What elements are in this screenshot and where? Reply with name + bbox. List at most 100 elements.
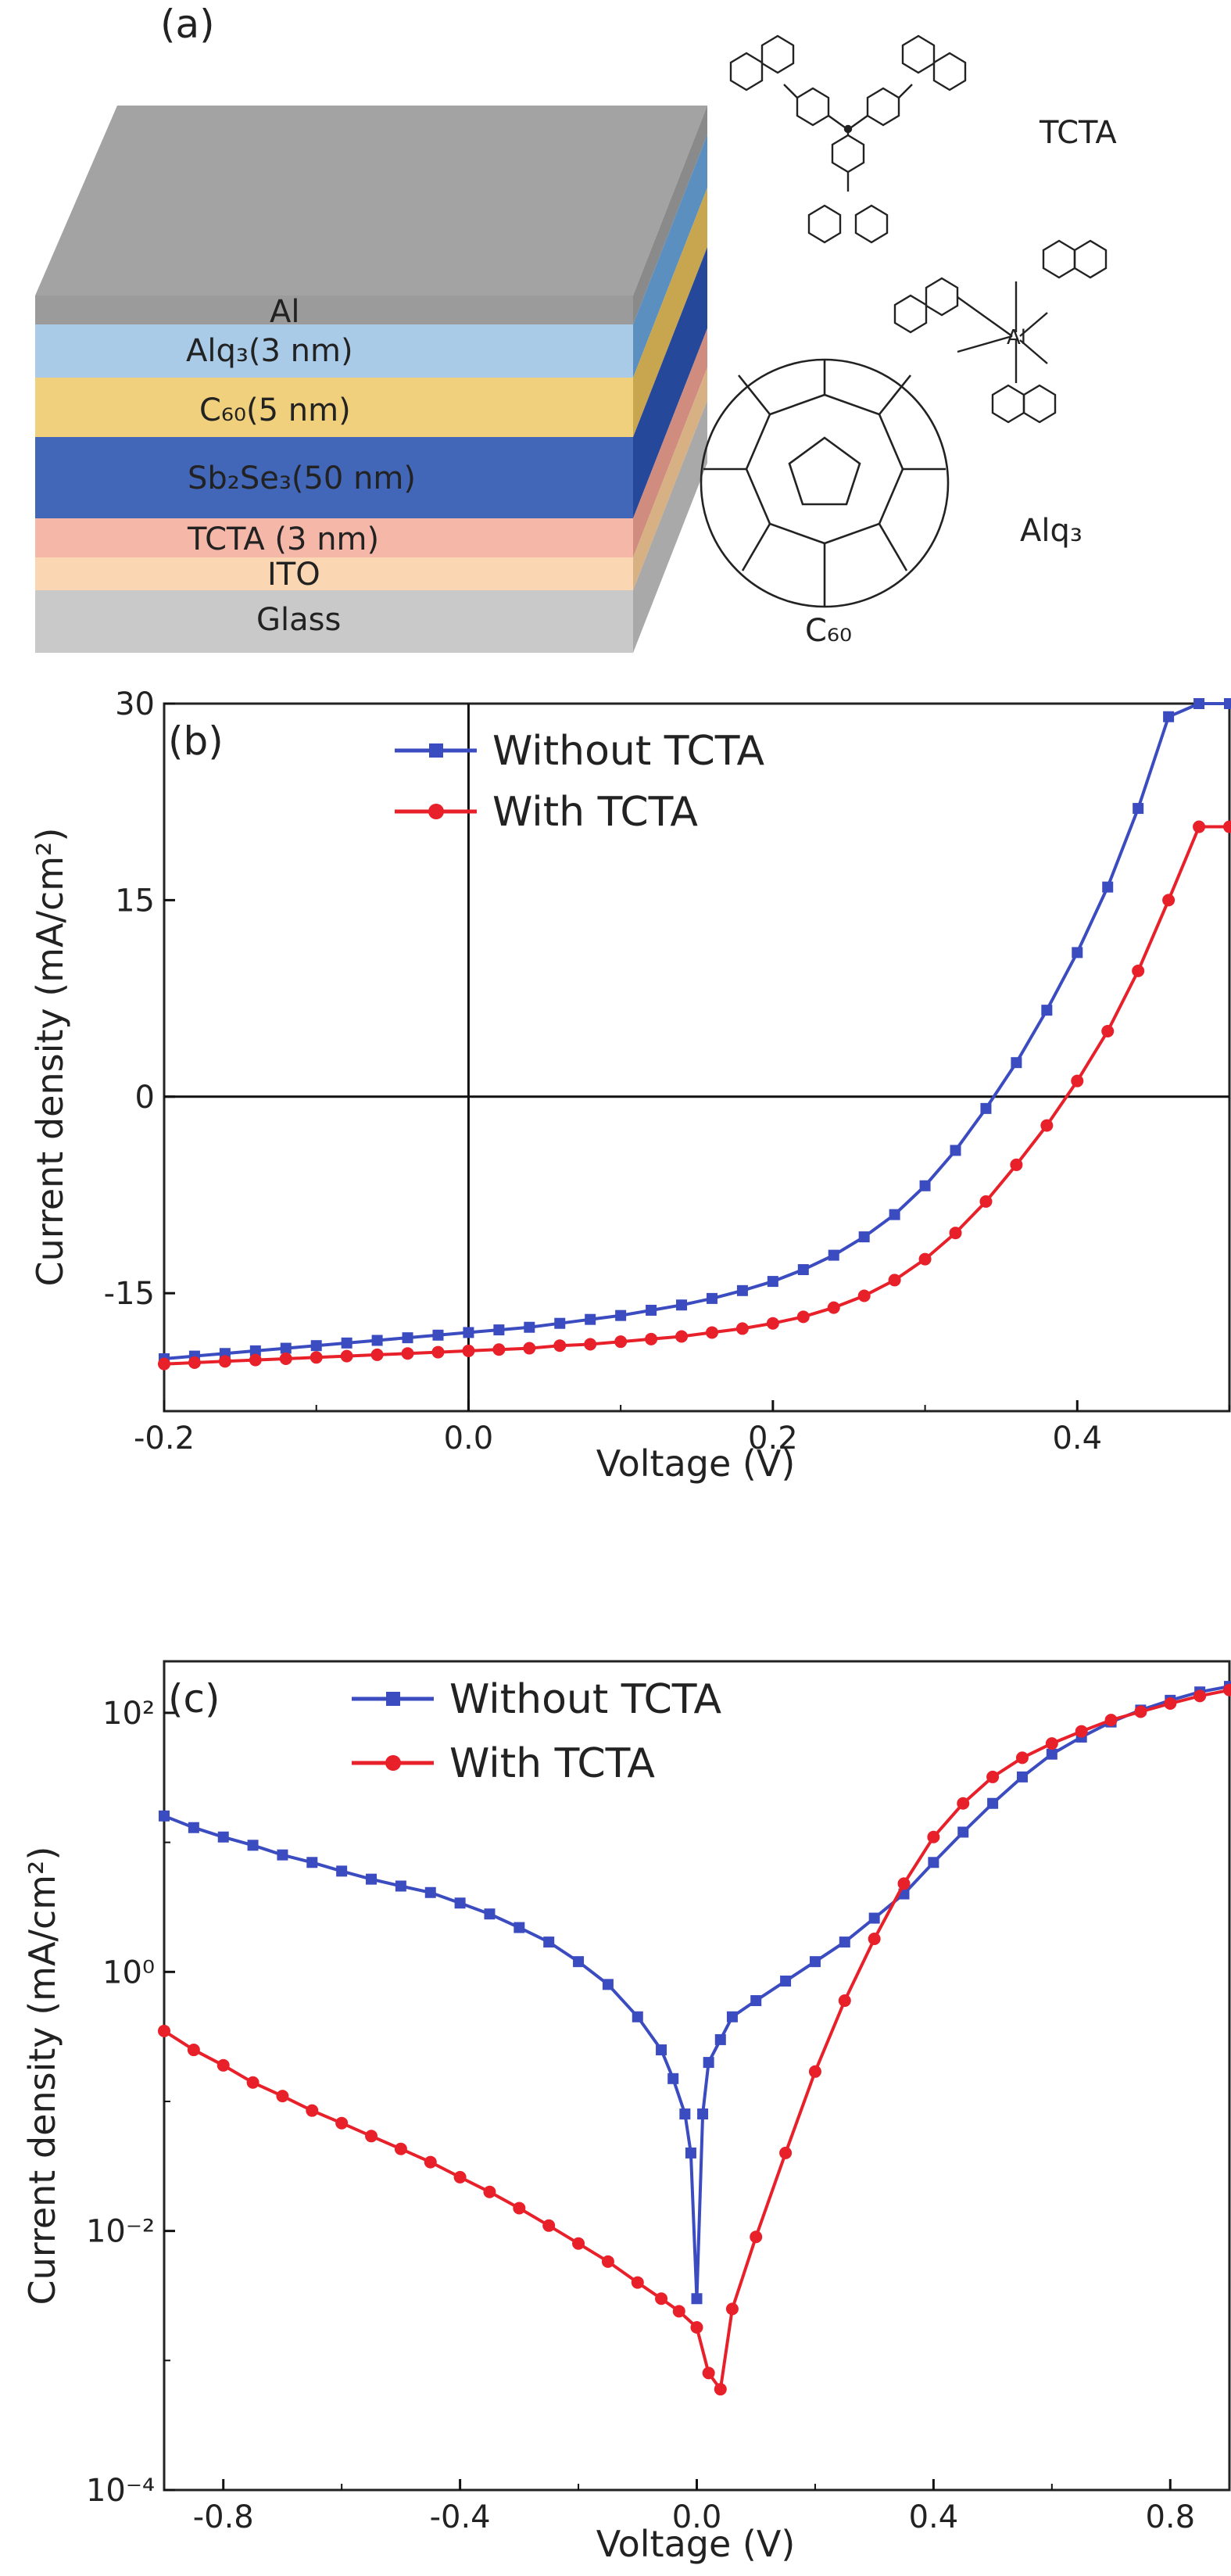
panel-c-legend-marker — [385, 1755, 401, 1771]
panel-c-point — [1104, 1714, 1118, 1727]
panel-b-point — [888, 1274, 901, 1287]
panel-c-point — [780, 1975, 792, 1987]
panel-b-point — [675, 1330, 689, 1343]
panel-c-xtick-label: -0.8 — [193, 2499, 254, 2535]
panel-c-point — [395, 1880, 406, 1892]
panel-c-point — [1134, 1705, 1147, 1718]
panel-b-point — [949, 1227, 962, 1240]
panel-c-point — [276, 2090, 289, 2103]
panel-b-legend-label: Without TCTA — [492, 728, 765, 775]
side-glass — [633, 400, 707, 653]
tcta-molecule-structure — [729, 34, 967, 244]
panel-b-point — [1040, 1119, 1054, 1132]
panel-b-point — [371, 1335, 383, 1346]
panel-c-point — [187, 2044, 200, 2057]
panel-c-point — [246, 2076, 259, 2089]
panel-c-point — [672, 2305, 685, 2318]
panel-c-point — [1075, 1725, 1088, 1738]
panel-c-point — [454, 1897, 466, 1909]
panel-c-point — [513, 2202, 526, 2215]
panel-c-legend: Without TCTA With TCTA — [352, 1676, 722, 1787]
panel-c-point — [1046, 1748, 1057, 1760]
side-c60 — [633, 188, 707, 437]
panel-b-ytick-label: 30 — [115, 686, 155, 722]
panel-b-legend-marker — [428, 804, 444, 819]
panel-b-point — [1101, 1024, 1115, 1037]
panel-b-point — [1071, 1074, 1084, 1087]
panel-c-point — [572, 2237, 585, 2250]
layer-ito — [35, 557, 633, 590]
layer-label-sb2se3: Sb₂Se₃(50 nm) — [188, 460, 416, 496]
panel-b-chart: -0.2 0.0 0.2 0.4 30 15 0 -15 (b) Voltage (V) Cu… — [29, 686, 1231, 1485]
device-stack: Al Alq₃(3 nm) C₆₀(5 nm) Sb₂Se₃(50 nm) TC… — [35, 106, 707, 653]
panel-b-point — [1163, 711, 1175, 722]
panel-c-point — [667, 2073, 679, 2084]
panel-c-point — [702, 2366, 715, 2380]
panel-b-point — [279, 1352, 292, 1365]
panel-c-point — [779, 2146, 793, 2159]
panel-c-point — [188, 1822, 199, 1833]
panel-b-point — [1224, 698, 1231, 709]
panel-c-point — [1015, 1751, 1029, 1765]
panel-c-ytick-label: 10² — [102, 1696, 155, 1732]
panel-c-point — [158, 2024, 170, 2037]
c60-molecule-structure — [700, 358, 950, 608]
panel-b-axes-lines — [164, 704, 1229, 1411]
panel-c-ytick-label: 10⁻⁴ — [86, 2473, 155, 2509]
panel-b-legend-label: With TCTA — [492, 789, 698, 836]
panel-c-point — [897, 1877, 911, 1890]
panel-b-point — [796, 1310, 810, 1324]
panel-c-point — [306, 1857, 318, 1868]
panel-b-point — [1011, 1057, 1022, 1069]
panel-c-ylabel: Current density (mA/cm²) — [21, 1847, 63, 2306]
alq3-molecule-structure — [893, 239, 1108, 424]
panel-c-xtick-label: -0.4 — [430, 2499, 491, 2535]
panel-c-point — [484, 1908, 496, 1920]
panel-c-point — [366, 1873, 378, 1885]
panel-c-point — [957, 1826, 969, 1838]
panel-c-point — [365, 2130, 378, 2143]
layer-alq3 — [35, 324, 633, 378]
panel-b-point — [706, 1292, 717, 1304]
panel-b-point — [432, 1329, 444, 1341]
panel-b-legend: Without TCTA With TCTA — [395, 728, 765, 836]
side-ito — [633, 367, 707, 590]
panel-c-point — [453, 2170, 467, 2184]
panel-b-point — [341, 1337, 352, 1349]
panel-c-point — [697, 2108, 709, 2120]
panel-b-point — [493, 1324, 505, 1336]
panel-b-point — [523, 1342, 536, 1355]
panel-b-point — [1193, 820, 1206, 833]
panel-c-ytick-label: 10⁻² — [86, 2214, 155, 2250]
panel-c-chart: -0.8 -0.4 0.0 0.4 0.8 10² 10⁰ 10⁻² 10⁻⁴ (c) Volt… — [21, 1660, 1231, 2565]
panel-b-ticks: -0.2 0.0 0.2 0.4 30 15 0 -15 — [104, 686, 1230, 1456]
panel-c-point — [336, 1865, 348, 1877]
layer-label-glass: Glass — [256, 602, 341, 638]
panel-b-point — [218, 1355, 231, 1368]
layer-c60 — [35, 378, 633, 437]
panel-b-point — [370, 1348, 384, 1361]
alq3-label: Alq₃ — [1020, 513, 1082, 549]
panel-c-point — [838, 1994, 851, 2008]
layer-glass — [35, 590, 633, 653]
panel-c-point — [703, 2057, 714, 2069]
panel-b-point — [310, 1351, 323, 1364]
panel-c-point — [483, 2185, 496, 2198]
panel-c-point — [714, 2033, 726, 2045]
panel-c-point — [809, 1956, 821, 1968]
layer-label-al: Al — [270, 294, 299, 330]
panel-c-xtick-label: 0.0 — [672, 2499, 722, 2535]
panel-b-point — [615, 1309, 627, 1321]
panel-b-point — [918, 1252, 932, 1266]
panel-b-point — [797, 1264, 809, 1275]
panel-c-point — [277, 1849, 288, 1861]
panel-b-point — [736, 1284, 748, 1296]
panel-c-point — [750, 2230, 763, 2244]
panel-b-ytick-label: 15 — [115, 883, 155, 919]
side-alq3 — [633, 134, 707, 378]
panel-b-point — [463, 1327, 474, 1338]
panel-b-point — [614, 1335, 628, 1349]
panel-b-xlabel: Voltage (V) — [596, 1442, 796, 1485]
panel-b-point — [249, 1353, 262, 1367]
panel-b-point — [646, 1304, 657, 1316]
